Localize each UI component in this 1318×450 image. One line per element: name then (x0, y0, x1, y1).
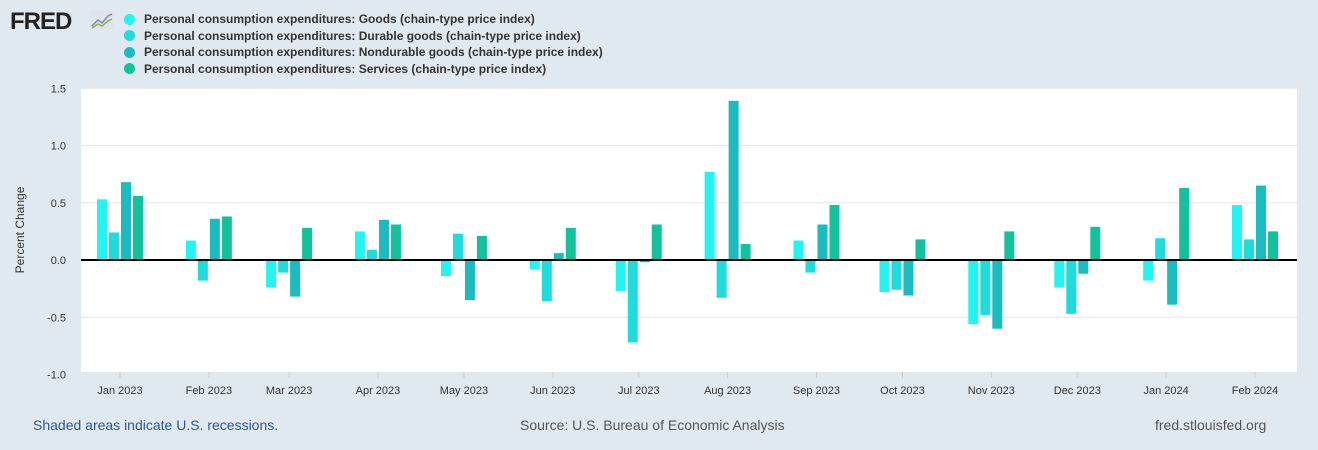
fred-logo[interactable]: FRED (10, 8, 72, 35)
y-axis-label: Percent Change (13, 186, 27, 273)
legend-label: Personal consumption expenditures: Servi… (144, 61, 547, 76)
bar[interactable] (879, 260, 890, 293)
legend-label: Personal consumption expenditures: Nondu… (144, 45, 603, 60)
bar[interactable] (829, 205, 840, 260)
bar[interactable] (378, 219, 389, 260)
x-tick-label: Jan 2023 (97, 385, 142, 397)
bar[interactable] (185, 240, 196, 260)
bar[interactable] (1167, 260, 1178, 305)
bar[interactable] (1179, 187, 1190, 260)
site-link[interactable]: fred.stlouisfed.org (1155, 417, 1267, 433)
bar[interactable] (615, 260, 626, 291)
bar[interactable] (992, 260, 1003, 329)
bar[interactable] (97, 199, 107, 260)
bar[interactable] (1232, 205, 1242, 260)
x-tick-label: Jul 2023 (618, 385, 660, 397)
x-tick-label: Jan 2024 (1144, 385, 1189, 397)
bar[interactable] (302, 227, 313, 260)
legend-item[interactable]: Personal consumption expenditures: Nondu… (124, 44, 603, 61)
bar[interactable] (915, 239, 926, 260)
y-tick-label: 0.5 (51, 198, 66, 210)
bar[interactable] (464, 260, 475, 301)
y-tick-label: -1.0 (47, 370, 66, 382)
y-tick-label: -0.5 (47, 312, 66, 324)
bar[interactable] (891, 260, 902, 290)
bar[interactable] (1268, 231, 1278, 260)
bar[interactable] (565, 227, 576, 260)
bar[interactable] (290, 260, 301, 297)
bar[interactable] (1066, 260, 1077, 314)
bar[interactable] (278, 260, 289, 273)
legend-dot-icon (124, 13, 135, 25)
bar[interactable] (529, 260, 540, 270)
bar[interactable] (1078, 260, 1089, 274)
bar[interactable] (1155, 238, 1166, 260)
bar[interactable] (903, 260, 914, 296)
bar[interactable] (704, 171, 715, 260)
bar[interactable] (980, 260, 991, 315)
bar[interactable] (541, 260, 552, 302)
x-tick-label: Feb 2023 (186, 385, 232, 397)
bar[interactable] (221, 216, 232, 260)
bar[interactable] (133, 195, 143, 260)
legend-item[interactable]: Personal consumption expenditures: Goods… (124, 11, 603, 28)
x-tick-label: Jun 2023 (530, 385, 575, 397)
recession-note-link[interactable]: Shaded areas indicate U.S. recessions. (33, 417, 279, 433)
bar[interactable] (627, 260, 638, 343)
legend-label: Personal consumption expenditures: Goods… (144, 12, 535, 27)
x-tick-label: Nov 2023 (968, 385, 1015, 397)
bar[interactable] (121, 182, 131, 260)
bar[interactable] (968, 260, 979, 325)
bar[interactable] (390, 224, 401, 260)
bar[interactable] (1143, 260, 1154, 281)
y-tick-label: 1.5 (51, 83, 66, 95)
bar[interactable] (793, 240, 804, 260)
bar[interactable] (805, 260, 816, 273)
legend-item[interactable]: Personal consumption expenditures: Servi… (124, 61, 603, 78)
chart: 1.5 1.0 0.5 0.0 -0.5 -1.0 Percent Change Jan 20… (13, 83, 1297, 397)
x-tick-label: Feb 2024 (1232, 385, 1278, 397)
bar[interactable] (716, 260, 727, 298)
legend: Personal consumption expenditures: Goods… (124, 11, 603, 77)
bar[interactable] (728, 100, 739, 260)
bar[interactable] (266, 260, 277, 288)
bar[interactable] (197, 260, 208, 281)
x-tick-label: Aug 2023 (704, 385, 751, 397)
x-tick-label: May 2023 (440, 385, 488, 397)
bar[interactable] (651, 224, 662, 260)
source-text: Source: U.S. Bureau of Economic Analysis (520, 417, 785, 433)
x-tick-label: Apr 2023 (356, 385, 401, 397)
bar[interactable] (452, 233, 463, 260)
legend-dot-icon (124, 30, 135, 42)
bar[interactable] (1004, 231, 1015, 260)
bar[interactable] (817, 224, 828, 260)
bar[interactable] (740, 243, 751, 260)
legend-dot-icon (124, 63, 135, 75)
y-tick-label: 1.0 (51, 141, 66, 153)
bar[interactable] (1256, 185, 1266, 260)
bar[interactable] (1054, 260, 1065, 288)
bar[interactable] (1090, 226, 1101, 260)
bar[interactable] (1244, 239, 1254, 260)
y-tick-label: 0.0 (51, 255, 66, 267)
bar[interactable] (109, 232, 119, 260)
bar[interactable] (553, 253, 564, 260)
plot-area (81, 88, 1297, 372)
legend-label: Personal consumption expenditures: Durab… (144, 28, 581, 43)
legend-item[interactable]: Personal consumption expenditures: Durab… (124, 28, 603, 45)
bar[interactable] (639, 260, 650, 263)
x-tick-label: Sep 2023 (793, 385, 840, 397)
legend-dot-icon (124, 46, 135, 58)
chart-logo-icon (90, 10, 114, 30)
bar[interactable] (366, 249, 377, 260)
bar[interactable] (476, 235, 487, 260)
x-tick-label: Oct 2023 (880, 385, 925, 397)
bar[interactable] (440, 260, 451, 277)
bar[interactable] (354, 231, 365, 260)
bar[interactable] (209, 218, 220, 260)
x-tick-label: Mar 2023 (266, 385, 312, 397)
x-tick-label: Dec 2023 (1054, 385, 1101, 397)
